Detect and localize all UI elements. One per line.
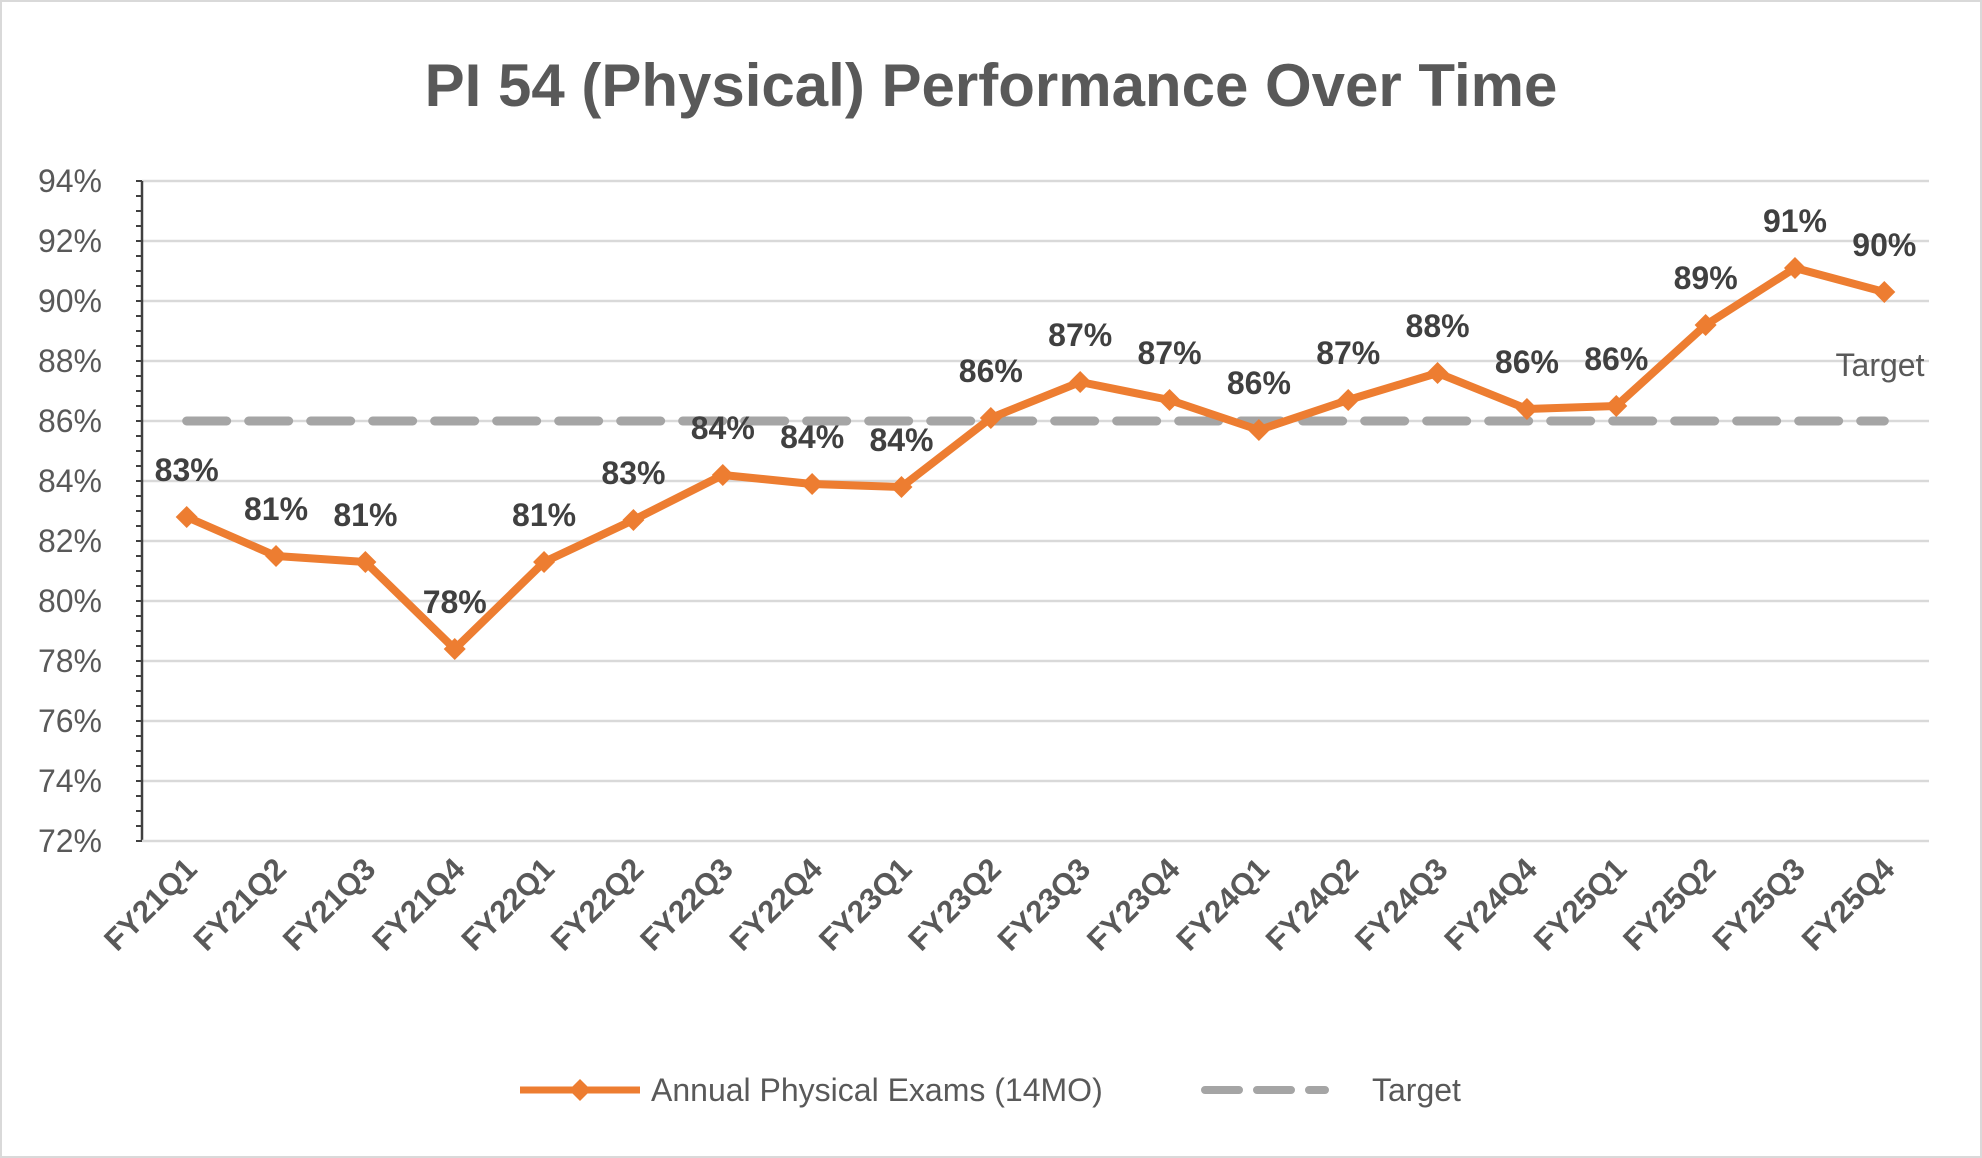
y-tick-label: 90% bbox=[38, 283, 102, 319]
legend-target-label: Target bbox=[1372, 1072, 1461, 1108]
data-point-marker bbox=[1605, 395, 1628, 417]
data-label: 87% bbox=[1138, 335, 1202, 371]
legend-exams-marker bbox=[569, 1079, 591, 1101]
data-point-marker bbox=[1873, 281, 1896, 303]
y-tick-label: 94% bbox=[38, 163, 102, 199]
data-point-marker bbox=[175, 506, 198, 528]
exams-series bbox=[175, 257, 1896, 660]
y-tick-label: 88% bbox=[38, 343, 102, 379]
data-point-marker bbox=[979, 407, 1002, 429]
data-label: 81% bbox=[333, 497, 397, 533]
y-tick-label: 86% bbox=[38, 403, 102, 439]
data-label: 84% bbox=[691, 410, 755, 446]
data-label: 83% bbox=[601, 455, 665, 491]
data-point-marker bbox=[890, 476, 913, 498]
data-label: 81% bbox=[244, 491, 308, 527]
exams-line bbox=[185, 264, 1886, 653]
chart-title: PI 54 (Physical) Performance Over Time bbox=[425, 52, 1558, 119]
data-label: 89% bbox=[1674, 260, 1738, 296]
legend: Annual Physical Exams (14MO) Target bbox=[520, 1072, 1461, 1108]
y-tick-label: 72% bbox=[38, 823, 102, 859]
target-end-label: Target bbox=[1836, 347, 1925, 383]
data-point-marker bbox=[354, 551, 377, 573]
y-tick-label: 76% bbox=[38, 703, 102, 739]
data-label: 84% bbox=[869, 422, 933, 458]
data-label: 86% bbox=[959, 353, 1023, 389]
legend-exams-label: Annual Physical Exams (14MO) bbox=[651, 1072, 1103, 1108]
y-tick-label: 78% bbox=[38, 643, 102, 679]
data-label: 87% bbox=[1316, 335, 1380, 371]
data-point-marker bbox=[1783, 257, 1806, 279]
data-label: 88% bbox=[1406, 308, 1470, 344]
data-label: 78% bbox=[423, 584, 487, 620]
data-point-marker bbox=[533, 551, 556, 573]
data-label: 84% bbox=[780, 419, 844, 455]
data-point-marker bbox=[711, 464, 734, 486]
target-series: Target bbox=[182, 347, 1925, 426]
y-tick-label: 82% bbox=[38, 523, 102, 559]
data-point-marker bbox=[1069, 371, 1092, 393]
data-point-marker bbox=[622, 509, 645, 531]
y-tick-label: 74% bbox=[38, 763, 102, 799]
data-label: 81% bbox=[512, 497, 576, 533]
data-label: 86% bbox=[1584, 341, 1648, 377]
y-tick-label: 84% bbox=[38, 463, 102, 499]
data-point-marker bbox=[443, 638, 466, 660]
y-tick-label: 80% bbox=[38, 583, 102, 619]
data-point-marker bbox=[1426, 362, 1449, 384]
data-point-marker bbox=[1247, 419, 1270, 441]
data-point-marker bbox=[265, 545, 288, 567]
y-axis: 72% 74% 76% 78% 80% 82% 84% 86% 88% 90% 92% 94% bbox=[38, 163, 144, 859]
data-label: 87% bbox=[1048, 317, 1112, 353]
data-labels: 83% 81% 81% 78% 81% 83% 84% 84% 84% 86% 87% 87% 86% 8… bbox=[155, 203, 1917, 620]
data-point-marker bbox=[1337, 389, 1360, 411]
data-point-marker bbox=[1694, 314, 1717, 336]
data-label: 91% bbox=[1763, 203, 1827, 239]
data-point-marker bbox=[801, 473, 824, 495]
data-label: 90% bbox=[1852, 227, 1916, 263]
y-tick-label: 92% bbox=[38, 223, 102, 259]
data-label: 86% bbox=[1495, 344, 1559, 380]
data-label: 83% bbox=[155, 452, 219, 488]
data-point-marker bbox=[1515, 398, 1538, 420]
data-point-marker bbox=[1158, 389, 1181, 411]
data-label: 86% bbox=[1227, 365, 1291, 401]
